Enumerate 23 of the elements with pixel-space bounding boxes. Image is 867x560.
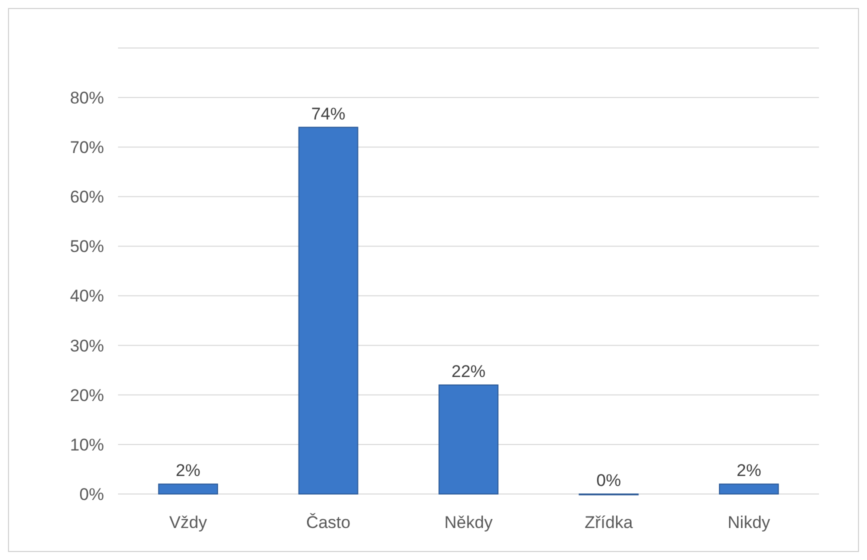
y-tick-label: 40% — [70, 286, 104, 306]
data-label: 74% — [311, 104, 346, 124]
y-tick-label: 80% — [70, 88, 104, 108]
bar — [718, 484, 779, 494]
x-tick-label: Zřídka — [584, 513, 634, 532]
y-tick-label: 20% — [70, 386, 104, 405]
y-tick-label: 0% — [79, 484, 104, 504]
y-tick-label: 60% — [70, 188, 104, 207]
y-tick-label: 30% — [70, 336, 104, 356]
bar — [158, 484, 218, 494]
y-tick-label: 50% — [70, 237, 104, 256]
x-tick-label: Vždy — [169, 513, 208, 532]
data-label: 2% — [176, 461, 200, 480]
x-tick-label: Nikdy — [728, 513, 771, 532]
y-tick-label: 10% — [70, 435, 104, 454]
y-tick-label: 70% — [70, 138, 104, 158]
bar — [438, 384, 498, 494]
x-tick-label: Často — [306, 513, 351, 532]
data-label: 0% — [596, 471, 621, 490]
data-label: 2% — [736, 461, 762, 480]
data-label: 22% — [451, 362, 486, 381]
x-tick-label: Někdy — [444, 513, 494, 532]
bar — [298, 126, 358, 494]
